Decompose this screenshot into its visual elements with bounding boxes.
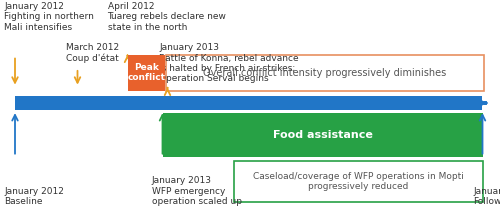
Text: Peak
conflict: Peak conflict [127,63,165,82]
Text: January 2013
Battle of Konna, rebel advance
is halted by French air strikes;
Ope: January 2013 Battle of Konna, rebel adva… [159,43,298,83]
Text: March 2012
Coup d'état: March 2012 Coup d'état [66,43,120,63]
Text: January 2017
Follow-up: January 2017 Follow-up [473,187,500,206]
Text: January 2013
WFP emergency
operation scaled up: January 2013 WFP emergency operation sca… [152,176,242,206]
Bar [128,55,165,91]
Text: Caseload/coverage of WFP operations in Mopti
progressively reduced: Caseload/coverage of WFP operations in M… [253,172,464,191]
Text: April 2012
Tuareg rebels declare new
state in the north: April 2012 Tuareg rebels declare new sta… [108,2,226,32]
Text: Overall conflict intensity progressively diminishes: Overall conflict intensity progressively… [203,68,446,78]
Bar [234,161,483,202]
Bar [15,96,482,110]
Bar [166,55,484,91]
Text: January 2012
Baseline: January 2012 Baseline [4,187,64,206]
Text: Food assistance: Food assistance [273,130,372,140]
Bar [162,113,483,157]
Text: January 2012
Fighting in northern
Mali intensifies: January 2012 Fighting in northern Mali i… [4,2,94,32]
